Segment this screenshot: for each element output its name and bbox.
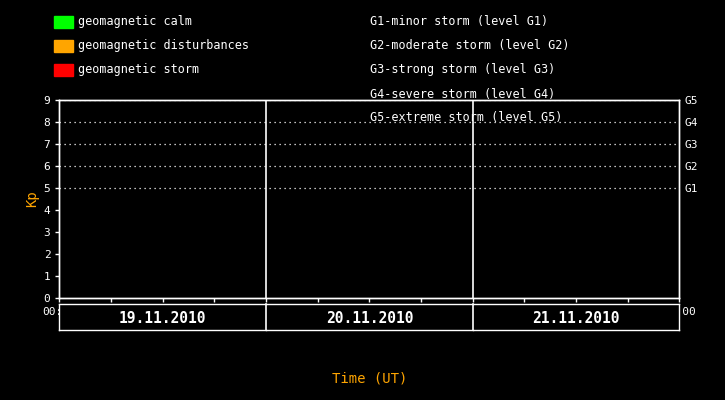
Text: 21.11.2010: 21.11.2010 bbox=[532, 311, 620, 326]
Text: G4-severe storm (level G4): G4-severe storm (level G4) bbox=[370, 88, 555, 100]
Y-axis label: Kp: Kp bbox=[25, 191, 39, 207]
Text: G3-strong storm (level G3): G3-strong storm (level G3) bbox=[370, 64, 555, 76]
Text: G1-minor storm (level G1): G1-minor storm (level G1) bbox=[370, 16, 548, 28]
Text: Time (UT): Time (UT) bbox=[332, 371, 407, 385]
Text: geomagnetic storm: geomagnetic storm bbox=[78, 64, 199, 76]
Text: 19.11.2010: 19.11.2010 bbox=[119, 311, 207, 326]
Text: geomagnetic calm: geomagnetic calm bbox=[78, 16, 192, 28]
Text: G2-moderate storm (level G2): G2-moderate storm (level G2) bbox=[370, 40, 569, 52]
Text: G5-extreme storm (level G5): G5-extreme storm (level G5) bbox=[370, 112, 562, 124]
Text: geomagnetic disturbances: geomagnetic disturbances bbox=[78, 40, 249, 52]
Text: 20.11.2010: 20.11.2010 bbox=[326, 311, 413, 326]
